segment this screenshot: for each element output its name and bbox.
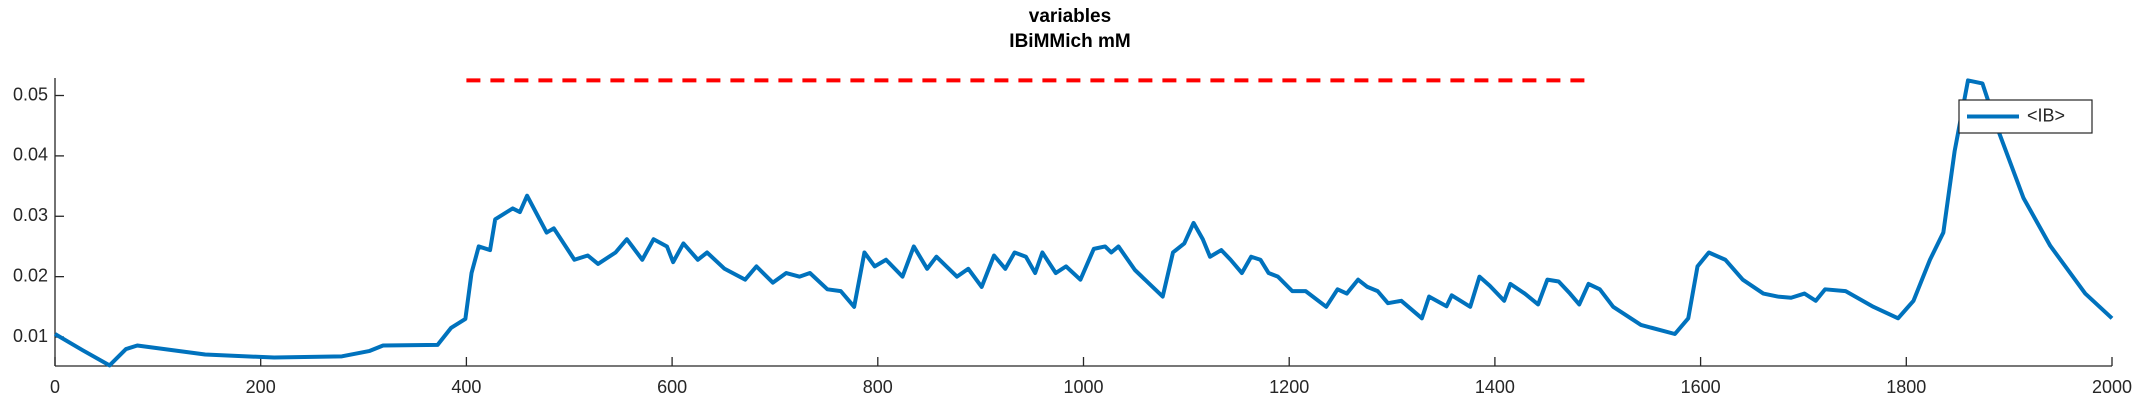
x-tick-label: 1600 xyxy=(1681,377,1721,397)
legend-label: <IB> xyxy=(2027,105,2065,125)
x-tick-label: 400 xyxy=(451,377,481,397)
y-tick-label: 0.02 xyxy=(13,265,48,285)
y-tick-label: 0.05 xyxy=(13,84,48,104)
y-tick-label: 0.03 xyxy=(13,205,48,225)
x-tick-label: 200 xyxy=(246,377,276,397)
legend: <IB> xyxy=(1958,99,2093,134)
y-tick-label: 0.01 xyxy=(13,326,48,346)
chart-title: variables xyxy=(1029,6,1111,27)
x-tick-label: 1400 xyxy=(1475,377,1515,397)
x-tick-label: 800 xyxy=(863,377,893,397)
x-tick-label: 1200 xyxy=(1269,377,1309,397)
x-tick-label: 2000 xyxy=(2092,377,2132,397)
y-tick-label: 0.04 xyxy=(13,145,48,165)
x-tick-label: 1000 xyxy=(1063,377,1103,397)
x-tick-label: 1800 xyxy=(1886,377,1926,397)
x-tick-label: 600 xyxy=(657,377,687,397)
chart-subtitle: IBiMMich mM xyxy=(1009,31,1130,52)
data-line xyxy=(53,78,2114,368)
x-tick-label: 0 xyxy=(50,377,60,397)
